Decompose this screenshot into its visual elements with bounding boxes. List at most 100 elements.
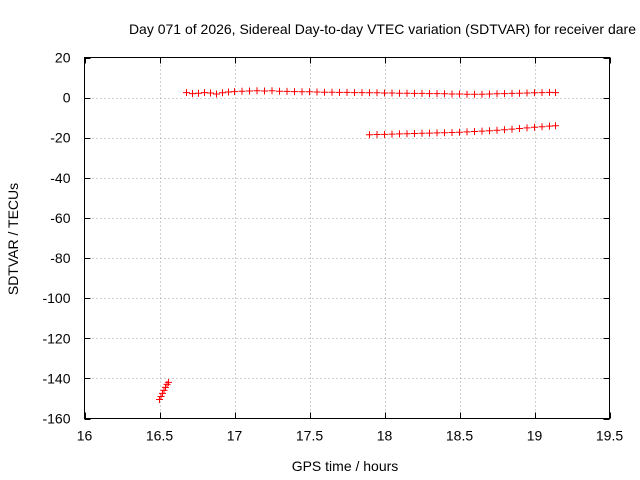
y-tick-label: -40 bbox=[50, 170, 70, 186]
data-point bbox=[546, 122, 553, 130]
grid bbox=[84, 57, 610, 419]
data-point bbox=[418, 129, 426, 137]
data-point bbox=[165, 378, 172, 386]
data-point bbox=[388, 130, 396, 138]
data-point bbox=[388, 89, 396, 97]
x-tick-labels: 16 16.5 17 17.5 18 18.5 19 19.5 bbox=[77, 428, 624, 444]
data-point bbox=[328, 88, 336, 96]
y-tick-label: -100 bbox=[42, 290, 70, 306]
data-point bbox=[373, 89, 381, 97]
data-point bbox=[156, 395, 163, 403]
data-point bbox=[189, 90, 196, 98]
data-point bbox=[516, 89, 523, 97]
data-markers bbox=[156, 87, 559, 403]
data-point bbox=[433, 129, 441, 137]
data-point bbox=[231, 88, 238, 96]
data-point bbox=[433, 90, 441, 98]
data-point bbox=[508, 125, 516, 133]
data-point bbox=[238, 87, 246, 95]
data-point bbox=[463, 128, 471, 136]
series-track-3 bbox=[156, 378, 172, 403]
series-track-1 bbox=[183, 87, 559, 98]
data-point bbox=[426, 90, 433, 98]
data-point bbox=[213, 90, 220, 98]
data-point bbox=[471, 90, 478, 98]
data-point bbox=[366, 131, 373, 139]
data-point bbox=[552, 122, 559, 130]
data-point bbox=[411, 130, 418, 138]
data-point bbox=[261, 87, 268, 95]
x-tick-label: 17 bbox=[227, 428, 243, 444]
data-point bbox=[508, 89, 516, 97]
y-axis-label: SDTVAR / TECUs bbox=[5, 183, 21, 295]
y-tick-label: -80 bbox=[50, 250, 70, 266]
data-point bbox=[478, 90, 486, 98]
data-point bbox=[463, 90, 471, 98]
data-point bbox=[291, 88, 298, 96]
data-point bbox=[313, 88, 321, 96]
x-tick-label: 16 bbox=[77, 428, 93, 444]
chart-title: Day 071 of 2026, Sidereal Day-to-day VTE… bbox=[129, 21, 636, 37]
data-point bbox=[183, 89, 190, 97]
data-point bbox=[523, 89, 531, 97]
data-point bbox=[441, 90, 448, 98]
data-point bbox=[471, 128, 478, 136]
axis-ticks bbox=[84, 57, 611, 420]
x-tick-label: 16.5 bbox=[146, 428, 173, 444]
y-tick-label: -160 bbox=[42, 411, 70, 427]
data-point bbox=[268, 87, 276, 95]
data-point bbox=[456, 90, 463, 98]
data-point bbox=[219, 89, 226, 97]
data-point bbox=[531, 123, 538, 131]
data-point bbox=[373, 131, 381, 139]
data-point bbox=[448, 129, 456, 137]
data-point bbox=[321, 88, 328, 96]
data-point bbox=[253, 87, 261, 95]
series-track-2 bbox=[366, 122, 559, 139]
data-point bbox=[351, 89, 358, 97]
data-point bbox=[403, 130, 411, 138]
data-point bbox=[486, 90, 493, 98]
data-point bbox=[336, 88, 343, 96]
x-tick-label: 19 bbox=[527, 428, 543, 444]
data-point bbox=[546, 88, 553, 96]
data-point bbox=[366, 89, 373, 97]
data-point bbox=[493, 126, 501, 134]
data-point bbox=[493, 90, 501, 98]
data-point bbox=[358, 89, 366, 97]
y-tick-label: 0 bbox=[63, 90, 71, 106]
data-point bbox=[516, 124, 523, 132]
y-tick-label: 20 bbox=[55, 50, 71, 66]
data-point bbox=[246, 87, 253, 95]
data-point bbox=[501, 90, 508, 98]
data-point bbox=[381, 89, 388, 97]
data-point bbox=[160, 386, 168, 394]
x-tick-label: 18.5 bbox=[446, 428, 473, 444]
data-point bbox=[486, 127, 493, 135]
data-point bbox=[276, 87, 283, 95]
data-point bbox=[396, 89, 403, 97]
data-point bbox=[306, 88, 313, 96]
data-point bbox=[448, 90, 456, 98]
data-point bbox=[201, 89, 208, 97]
data-point bbox=[418, 89, 426, 97]
data-point bbox=[531, 89, 538, 97]
data-point bbox=[403, 89, 411, 97]
data-point bbox=[426, 129, 433, 137]
data-point bbox=[456, 128, 463, 136]
y-tick-labels: 20 0 -20 -40 -60 -80 -100 -120 -140 -160 bbox=[42, 50, 70, 427]
data-point bbox=[195, 89, 202, 97]
data-point bbox=[159, 389, 166, 397]
data-point bbox=[396, 130, 403, 138]
data-point bbox=[501, 126, 508, 134]
data-point bbox=[157, 392, 165, 400]
y-tick-label: -140 bbox=[42, 370, 70, 386]
data-point bbox=[207, 89, 214, 97]
data-point bbox=[343, 88, 351, 96]
y-tick-label: -120 bbox=[42, 330, 70, 346]
data-point bbox=[441, 129, 448, 137]
plot-frame bbox=[84, 57, 610, 419]
data-point bbox=[538, 123, 546, 131]
data-point bbox=[283, 87, 291, 95]
